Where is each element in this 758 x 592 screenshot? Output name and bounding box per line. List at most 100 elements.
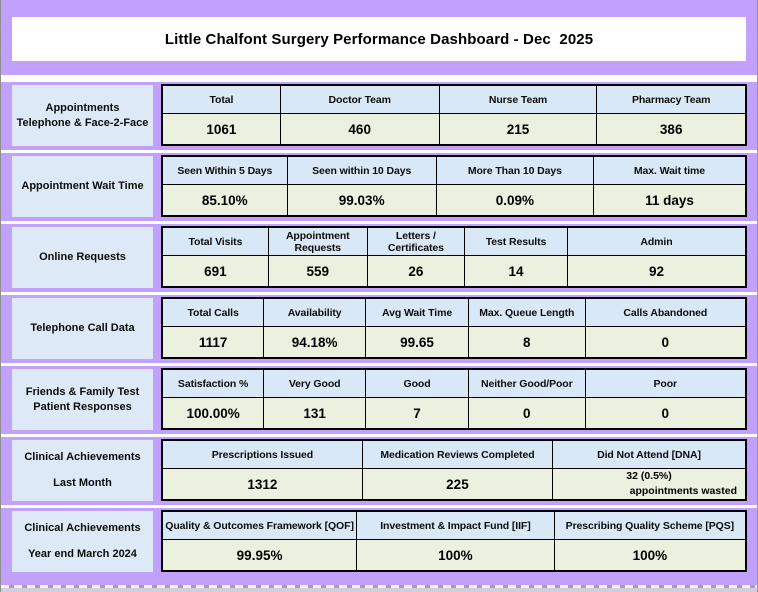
- metrics-table: Seen Within 5 Days Seen within 10 Days Mor…: [161, 155, 747, 217]
- metric-header-cell: Letters / Certificates: [366, 226, 466, 256]
- section-label-wrap: Online Requests: [1, 224, 161, 292]
- metric-value-line: appointments wasted: [629, 485, 737, 498]
- section-label: Clinical Achievements Last Month: [12, 440, 153, 501]
- metric-value-cell: 691: [161, 255, 269, 288]
- table-header-row: Satisfaction % Very Good Good Neither Good/…: [161, 368, 747, 398]
- section-table-wrap: Total Doctor Team Nurse Team Pharmacy Team 1…: [161, 82, 747, 150]
- dashboard-section: Clinical Achievements Year end March 2024…: [1, 508, 757, 576]
- metric-value-cell: 215: [438, 113, 598, 146]
- table-value-row: 1117 94.18% 99.65 8 0: [161, 326, 747, 359]
- metric-header-cell: Doctor Team: [279, 84, 440, 114]
- metric-header-cell: Prescriptions Issued: [161, 439, 363, 469]
- section-label: Friends & Family Test Patient Responses: [12, 369, 153, 430]
- metric-header-cell: Poor: [584, 368, 747, 398]
- metric-header-cell: Satisfaction %: [161, 368, 265, 398]
- dashboard-section: Appointments Telephone & Face-2-Face Total…: [1, 82, 757, 150]
- metric-header-cell: Quality & Outcomes Framework [QOF]: [161, 510, 358, 540]
- metric-value-cell: 94.18%: [263, 326, 367, 359]
- metric-header-cell: Seen within 10 Days: [286, 155, 437, 185]
- dashboard-section: Telephone Call Data Total Calls Availabili…: [1, 295, 757, 363]
- metric-value-cell: 99.65: [365, 326, 469, 359]
- table-header-row: Prescriptions Issued Medication Reviews C…: [161, 439, 747, 469]
- section-label-line: Clinical Achievements: [24, 451, 141, 464]
- section-table-wrap: Satisfaction % Very Good Good Neither Good/…: [161, 366, 747, 434]
- page-title: Little Chalfont Surgery Performance Dash…: [164, 30, 594, 48]
- metric-header-cell: Prescribing Quality Scheme [PQS]: [553, 510, 747, 540]
- metric-header-cell: Medication Reviews Completed: [361, 439, 554, 469]
- metric-value-cell: 99.95%: [161, 539, 358, 572]
- page-break-dashed-line: [1, 585, 757, 588]
- dashboard-section: Online Requests Total Visits Appointment R…: [1, 224, 757, 292]
- section-label: Appointment Wait Time: [12, 156, 153, 217]
- metric-header-cell: Neither Good/Poor: [468, 368, 586, 398]
- table-header-row: Total Doctor Team Nurse Team Pharmacy Team: [161, 84, 747, 114]
- metric-header-cell: More Than 10 Days: [435, 155, 594, 185]
- metric-header-cell: Seen Within 5 Days: [161, 155, 288, 185]
- metric-header-cell: Did Not Attend [DNA]: [552, 439, 747, 469]
- metric-header-cell: Nurse Team: [438, 84, 598, 114]
- section-table-wrap: Quality & Outcomes Framework [QOF] Invest…: [161, 508, 747, 576]
- metrics-table: Total Calls Availability Avg Wait Time Max.…: [161, 297, 747, 359]
- table-header-row: Total Calls Availability Avg Wait Time Max.…: [161, 297, 747, 327]
- metrics-table: Satisfaction % Very Good Good Neither Good/…: [161, 368, 747, 430]
- metric-value-cell: 0: [584, 326, 747, 359]
- sections-container: Appointments Telephone & Face-2-Face Total…: [1, 82, 757, 576]
- metric-value-cell: 14: [464, 255, 568, 288]
- metric-header-cell: Appointment Requests: [267, 226, 368, 256]
- metric-value-cell: 26: [366, 255, 466, 288]
- section-label-line: Online Requests: [39, 251, 126, 264]
- metric-header-cell: Total Visits: [161, 226, 269, 256]
- metric-value-cell: 460: [279, 113, 440, 146]
- metric-header-cell: Good: [365, 368, 469, 398]
- section-label-line: Telephone Call Data: [30, 322, 135, 335]
- metric-header-cell: Total: [161, 84, 281, 114]
- metric-header-cell: Test Results: [464, 226, 568, 256]
- metric-header-cell: Max. Queue Length: [468, 297, 586, 327]
- dashboard-section: Appointment Wait Time Seen Within 5 Days S…: [1, 153, 757, 221]
- metric-header-cell: Investment & Impact Fund [IIF]: [356, 510, 555, 540]
- metric-header-cell: Calls Abandoned: [584, 297, 747, 327]
- section-label-line: Last Month: [53, 476, 112, 489]
- section-label-wrap: Friends & Family Test Patient Responses: [1, 366, 161, 434]
- table-value-row: 691 559 26 14 92: [161, 255, 747, 288]
- table-value-row: 1312 225 32 (0.5%) appointments wasted: [161, 468, 747, 501]
- metrics-table: Quality & Outcomes Framework [QOF] Invest…: [161, 510, 747, 572]
- metric-value-cell: 8: [468, 326, 586, 359]
- section-table-wrap: Total Calls Availability Avg Wait Time Max.…: [161, 295, 747, 363]
- metric-header-cell: Pharmacy Team: [596, 84, 747, 114]
- dashboard-title-bar: Little Chalfont Surgery Performance Dash…: [12, 17, 746, 61]
- metric-value-cell: 1117: [161, 326, 265, 359]
- metric-value-cell: 1312: [161, 468, 363, 501]
- metrics-table: Total Doctor Team Nurse Team Pharmacy Team 1…: [161, 84, 747, 146]
- metric-value-cell: 32 (0.5%) appointments wasted: [552, 468, 747, 501]
- section-label-wrap: Clinical Achievements Last Month: [1, 437, 161, 505]
- metric-value-cell: 85.10%: [161, 184, 288, 217]
- section-label-wrap: Appointment Wait Time: [1, 153, 161, 221]
- metric-value-cell: 0: [584, 397, 747, 430]
- metric-header-cell: Total Calls: [161, 297, 265, 327]
- metric-header-cell: Max. Wait time: [592, 155, 747, 185]
- section-table-wrap: Prescriptions Issued Medication Reviews C…: [161, 437, 747, 505]
- table-value-row: 100.00% 131 7 0 0: [161, 397, 747, 430]
- table-header-row: Total Visits Appointment Requests Letters …: [161, 226, 747, 256]
- metric-value-cell: 11 days: [592, 184, 747, 217]
- section-label: Telephone Call Data: [12, 298, 153, 359]
- section-label: Clinical Achievements Year end March 2024: [12, 511, 153, 572]
- metric-value-cell: 92: [566, 255, 747, 288]
- metric-value-cell: 100.00%: [161, 397, 265, 430]
- metric-value-cell: 100%: [553, 539, 747, 572]
- section-table-wrap: Seen Within 5 Days Seen within 10 Days Mor…: [161, 153, 747, 221]
- metric-value-cell: 131: [263, 397, 367, 430]
- metric-value-cell: 99.03%: [286, 184, 437, 217]
- section-label-line: Appointments: [45, 101, 120, 114]
- metric-header-cell: Admin: [566, 226, 747, 256]
- metric-header-cell: Availability: [263, 297, 367, 327]
- section-label-line: Patient Responses: [33, 400, 132, 413]
- metric-header-cell: Very Good: [263, 368, 367, 398]
- metric-value-line: 32 (0.5%): [626, 470, 672, 482]
- section-label-line: Clinical Achievements: [24, 522, 141, 535]
- section-label: Appointments Telephone & Face-2-Face: [12, 85, 153, 146]
- section-label-wrap: Telephone Call Data: [1, 295, 161, 363]
- metric-value-cell: 225: [361, 468, 554, 501]
